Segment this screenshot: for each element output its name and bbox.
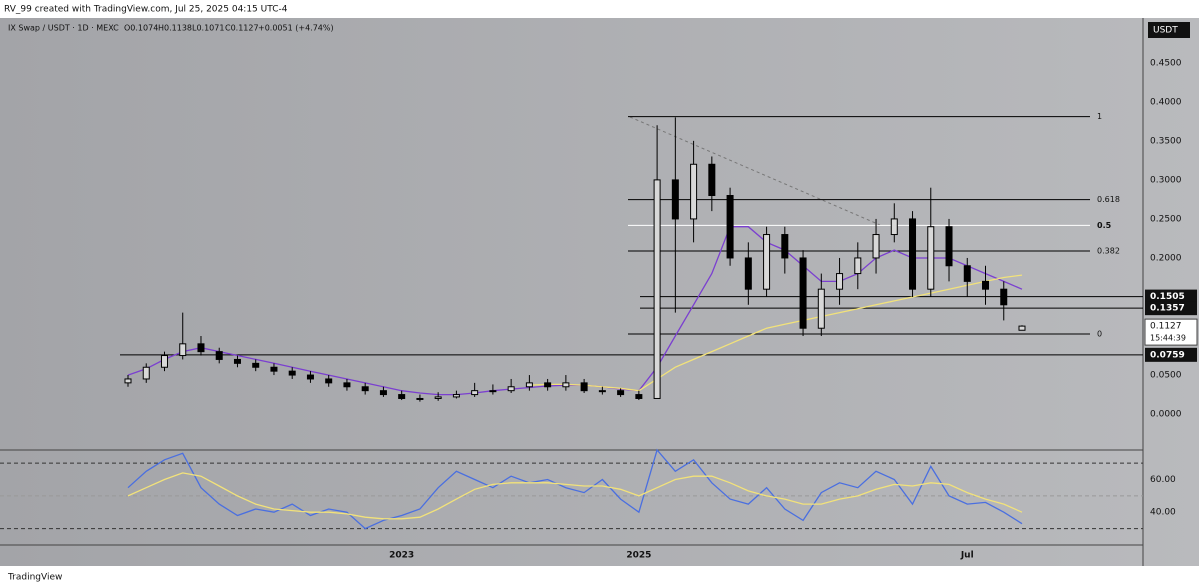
candle-body bbox=[197, 343, 205, 353]
candle-body bbox=[744, 257, 752, 290]
candle-body bbox=[927, 226, 935, 290]
candle-body bbox=[635, 394, 643, 399]
fib-label: 0.382 bbox=[1097, 246, 1120, 255]
y-tick-label: 0.0000 bbox=[1150, 410, 1182, 420]
y-tick-label: 0.3500 bbox=[1150, 136, 1182, 146]
currency-button[interactable] bbox=[1148, 22, 1190, 38]
candle-body bbox=[580, 382, 588, 392]
candle-body bbox=[872, 234, 880, 259]
candle-body bbox=[215, 351, 223, 360]
y-tick-label: 0.4000 bbox=[1150, 97, 1182, 107]
price-badge-label: 0.1357 bbox=[1150, 304, 1185, 314]
rsi-tick-label: 60.00 bbox=[1150, 475, 1176, 485]
ohlc: C0.1127 bbox=[225, 24, 259, 33]
y-tick-label: 0.2500 bbox=[1150, 214, 1182, 224]
candle-body bbox=[890, 218, 898, 236]
candle-body bbox=[489, 390, 497, 393]
moving-average bbox=[529, 274, 1023, 392]
ohlc: +0.0051 (+4.74%) bbox=[258, 24, 334, 33]
fib-label: 0.618 bbox=[1097, 195, 1120, 204]
candle-body bbox=[598, 390, 606, 393]
price-badge bbox=[1145, 301, 1197, 316]
fib-label: 0.5 bbox=[1097, 221, 1112, 230]
candle-body bbox=[233, 358, 241, 364]
fib-label: 0 bbox=[1097, 329, 1102, 338]
candle-body bbox=[179, 343, 187, 357]
candle-body bbox=[142, 366, 150, 380]
y-tick-label: 0.4500 bbox=[1150, 58, 1182, 68]
candle-body bbox=[343, 382, 351, 388]
x-tick-label: 2023 bbox=[389, 551, 414, 561]
last-price-badge bbox=[1144, 318, 1198, 346]
rsi-line bbox=[127, 448, 1023, 530]
candle-body bbox=[945, 226, 953, 267]
candle-body bbox=[507, 386, 515, 392]
candle-body bbox=[617, 390, 625, 396]
candle-body bbox=[726, 195, 734, 259]
currency[interactable]: USDT bbox=[1153, 26, 1178, 36]
candle-body bbox=[379, 390, 387, 396]
candle-body bbox=[124, 378, 132, 384]
countdown: 15:44:39 bbox=[1150, 334, 1186, 343]
rsi-line bbox=[127, 472, 1023, 520]
credit: RV_99 created with TradingView.com, Jul … bbox=[4, 5, 288, 15]
y-tick-label: 0.2000 bbox=[1150, 253, 1182, 263]
candle-body bbox=[434, 396, 442, 399]
price-badge bbox=[1145, 347, 1197, 362]
y-tick-label: 0.3000 bbox=[1150, 175, 1182, 185]
candle-body bbox=[325, 378, 333, 384]
candle-body bbox=[781, 234, 789, 259]
candle-body bbox=[416, 397, 424, 400]
candle-body bbox=[763, 234, 771, 290]
candle-body bbox=[361, 386, 369, 392]
candle-body bbox=[452, 394, 460, 398]
candle-body bbox=[653, 179, 661, 399]
candle-body bbox=[562, 382, 570, 388]
symbol: IX Swap / USDT · 1D · MEXC bbox=[8, 24, 119, 33]
candle-body bbox=[909, 218, 917, 290]
candle-body bbox=[854, 257, 862, 275]
candle-body bbox=[963, 265, 971, 282]
candle-body bbox=[160, 355, 168, 368]
ohlc: O0.1074 bbox=[124, 24, 158, 33]
ohlc: H0.1138 bbox=[158, 24, 192, 33]
rsi-tick-label: 40.00 bbox=[1150, 508, 1176, 518]
candle-body bbox=[288, 370, 296, 376]
candle-body bbox=[982, 280, 990, 290]
candle-body bbox=[544, 382, 552, 388]
candle-body bbox=[398, 394, 406, 399]
ohlc: L0.1071 bbox=[192, 24, 224, 33]
candle-body bbox=[1000, 288, 1008, 306]
candle-body bbox=[799, 257, 807, 329]
price-badge-label: 0.1505 bbox=[1150, 292, 1185, 302]
x-tick-label: 2025 bbox=[626, 551, 651, 561]
last-price: 0.1127 bbox=[1150, 322, 1182, 332]
candle-body bbox=[525, 382, 533, 388]
candle-body bbox=[1018, 325, 1026, 331]
price-badge bbox=[1145, 289, 1197, 304]
candle-body bbox=[836, 273, 844, 290]
x-tick-label: Jul bbox=[960, 551, 974, 561]
candle-body bbox=[270, 366, 278, 372]
candle-body bbox=[306, 374, 314, 380]
price-badge-label: 0.0759 bbox=[1150, 350, 1185, 360]
chart-background bbox=[0, 18, 1199, 566]
candle-body bbox=[471, 390, 479, 396]
candle-body bbox=[671, 179, 679, 220]
candle-body bbox=[817, 288, 825, 329]
fib-label: 1 bbox=[1097, 112, 1102, 121]
candle-body bbox=[252, 362, 260, 368]
y-tick-label: 0.0500 bbox=[1150, 371, 1182, 381]
footer: TradingView bbox=[7, 573, 62, 583]
candle-body bbox=[690, 163, 698, 220]
candle-body bbox=[708, 163, 716, 197]
